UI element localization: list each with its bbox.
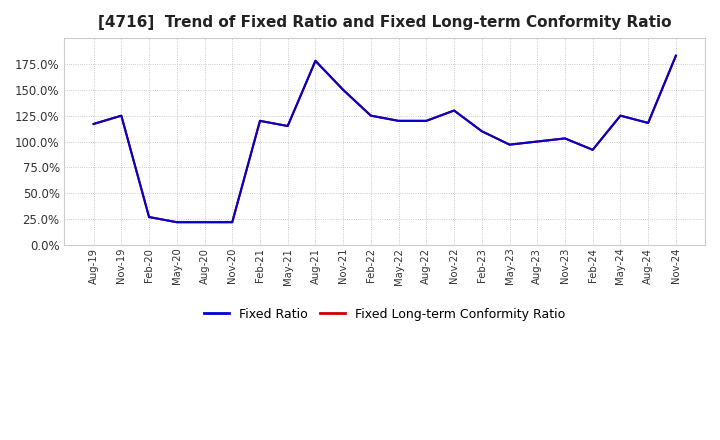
Fixed Ratio: [450, 108, 459, 113]
Fixed Ratio: [561, 136, 570, 141]
Fixed Long-term Conformity Ratio: [422, 118, 431, 124]
Fixed Ratio: [644, 120, 652, 125]
Fixed Long-term Conformity Ratio: [311, 58, 320, 63]
Fixed Ratio: [588, 147, 597, 152]
Fixed Long-term Conformity Ratio: [616, 113, 625, 118]
Fixed Long-term Conformity Ratio: [395, 118, 403, 124]
Fixed Long-term Conformity Ratio: [284, 123, 292, 128]
Fixed Ratio: [256, 118, 264, 124]
Fixed Ratio: [339, 87, 348, 92]
Fixed Long-term Conformity Ratio: [366, 113, 375, 118]
Fixed Ratio: [117, 113, 126, 118]
Fixed Long-term Conformity Ratio: [477, 128, 486, 134]
Fixed Ratio: [477, 128, 486, 134]
Fixed Ratio: [395, 118, 403, 124]
Fixed Long-term Conformity Ratio: [256, 118, 264, 124]
Title: [4716]  Trend of Fixed Ratio and Fixed Long-term Conformity Ratio: [4716] Trend of Fixed Ratio and Fixed Lo…: [98, 15, 672, 30]
Fixed Ratio: [200, 220, 209, 225]
Fixed Long-term Conformity Ratio: [505, 142, 514, 147]
Fixed Long-term Conformity Ratio: [200, 220, 209, 225]
Fixed Ratio: [284, 123, 292, 128]
Fixed Ratio: [173, 220, 181, 225]
Fixed Long-term Conformity Ratio: [173, 220, 181, 225]
Fixed Long-term Conformity Ratio: [117, 113, 126, 118]
Fixed Long-term Conformity Ratio: [561, 136, 570, 141]
Fixed Ratio: [616, 113, 625, 118]
Fixed Long-term Conformity Ratio: [672, 53, 680, 59]
Fixed Long-term Conformity Ratio: [450, 108, 459, 113]
Fixed Long-term Conformity Ratio: [89, 121, 98, 127]
Fixed Long-term Conformity Ratio: [588, 147, 597, 152]
Fixed Ratio: [145, 214, 153, 220]
Fixed Long-term Conformity Ratio: [644, 120, 652, 125]
Fixed Long-term Conformity Ratio: [533, 139, 541, 144]
Fixed Ratio: [422, 118, 431, 124]
Fixed Ratio: [505, 142, 514, 147]
Fixed Ratio: [533, 139, 541, 144]
Fixed Ratio: [672, 53, 680, 59]
Line: Fixed Ratio: Fixed Ratio: [94, 56, 676, 222]
Fixed Ratio: [311, 58, 320, 63]
Legend: Fixed Ratio, Fixed Long-term Conformity Ratio: Fixed Ratio, Fixed Long-term Conformity …: [199, 303, 570, 326]
Fixed Ratio: [366, 113, 375, 118]
Fixed Long-term Conformity Ratio: [228, 220, 237, 225]
Fixed Ratio: [228, 220, 237, 225]
Fixed Long-term Conformity Ratio: [145, 214, 153, 220]
Fixed Long-term Conformity Ratio: [339, 87, 348, 92]
Fixed Ratio: [89, 121, 98, 127]
Line: Fixed Long-term Conformity Ratio: Fixed Long-term Conformity Ratio: [94, 56, 676, 222]
